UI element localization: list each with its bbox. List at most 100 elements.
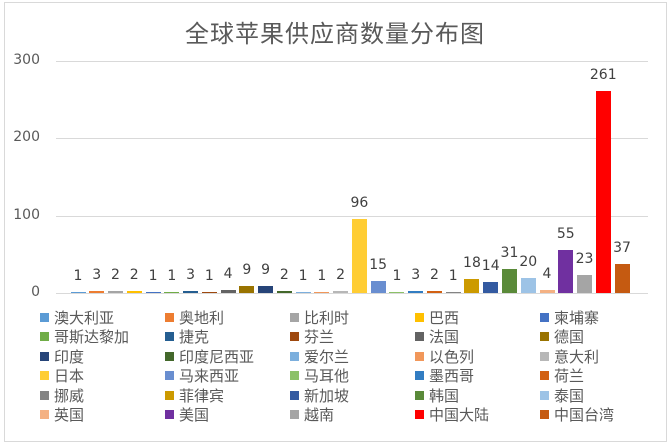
- legend-item: 越南: [290, 406, 334, 424]
- data-label: 1: [204, 267, 214, 284]
- legend-label: 英国: [54, 406, 85, 424]
- legend-swatch-icon: [40, 351, 49, 361]
- bar-印度: [258, 286, 274, 293]
- legend-label: 捷克: [179, 328, 210, 346]
- legend-swatch-icon: [290, 312, 299, 322]
- bar-柬埔寨: [145, 291, 161, 293]
- legend-swatch-icon: [415, 351, 424, 361]
- gridline: [56, 138, 648, 140]
- legend-swatch-icon: [415, 390, 424, 400]
- legend-label: 印度尼西亚: [179, 347, 255, 366]
- legend-swatch-icon: [290, 332, 299, 341]
- bar-越南: [577, 275, 593, 293]
- data-label: 37: [613, 240, 631, 257]
- gridline: [56, 293, 648, 294]
- legend-label: 柬埔寨: [554, 308, 600, 327]
- legend-item: 柬埔寨: [540, 308, 600, 327]
- data-label: 2: [429, 267, 439, 284]
- bar-以色列: [314, 291, 330, 293]
- data-label: 9: [242, 262, 252, 279]
- data-label: 18: [463, 255, 481, 272]
- legend-label: 澳大利亚: [54, 308, 115, 327]
- legend-item: 以色列: [415, 347, 474, 366]
- data-label: 2: [111, 267, 120, 284]
- legend-item: 菲律宾: [165, 386, 225, 405]
- legend-label: 中国大陆: [429, 406, 490, 424]
- legend-swatch-icon: [40, 312, 49, 322]
- chart-title: 全球苹果供应商数量分布图: [185, 20, 485, 48]
- bar-哥斯达黎加: [164, 291, 180, 293]
- legend-item: 中国大陆: [415, 406, 489, 424]
- bar-印度尼西亚: [276, 291, 292, 293]
- data-label: 1: [167, 267, 177, 284]
- bar-马耳他: [389, 291, 405, 293]
- legend-swatch-icon: [40, 332, 49, 341]
- legend-item: 意大利: [540, 347, 600, 366]
- legend-item: 比利时: [290, 308, 349, 327]
- legend-item: 哥斯达黎加: [40, 328, 129, 346]
- legend-item: 巴西: [415, 308, 460, 327]
- legend-item: 荷兰: [540, 367, 584, 385]
- bar-中国大陆: [595, 91, 611, 293]
- legend-label: 韩国: [429, 386, 460, 405]
- legend-swatch-icon: [540, 312, 549, 322]
- bar-意大利: [333, 291, 349, 293]
- legend-item: 英国: [40, 406, 84, 424]
- legend-swatch-icon: [165, 410, 174, 419]
- y-tick-label: 200: [13, 129, 40, 146]
- legend-label: 荷兰: [554, 367, 585, 385]
- gridline: [56, 61, 648, 62]
- legend-swatch-icon: [40, 390, 49, 400]
- legend-swatch-icon: [165, 390, 174, 400]
- data-label: 31: [500, 245, 519, 262]
- legend-label: 芬兰: [304, 328, 335, 346]
- bar-中国台湾: [614, 264, 630, 293]
- data-label: 3: [411, 266, 421, 283]
- legend-item: 马耳他: [290, 367, 349, 385]
- legend-swatch-icon: [290, 371, 299, 380]
- y-tick-label: 100: [13, 206, 40, 223]
- bar-芬兰: [201, 291, 217, 293]
- data-label: 3: [186, 266, 195, 283]
- legend-label: 意大利: [554, 347, 600, 366]
- legend-swatch-icon: [165, 332, 174, 341]
- legend-swatch-icon: [540, 390, 549, 400]
- legend-label: 巴西: [429, 308, 460, 327]
- legend-swatch-icon: [415, 410, 424, 419]
- legend-label: 日本: [54, 367, 85, 385]
- legend-label: 法国: [429, 328, 460, 346]
- legend-label: 德国: [554, 328, 585, 346]
- legend-item: 捷克: [165, 328, 209, 346]
- data-label: 1: [317, 267, 327, 284]
- legend-label: 哥斯达黎加: [54, 328, 130, 346]
- legend-item: 挪威: [40, 386, 85, 405]
- legend-swatch-icon: [540, 410, 549, 419]
- legend-label: 泰国: [554, 386, 585, 405]
- legend-label: 马来西亚: [179, 367, 240, 385]
- legend-label: 爱尔兰: [304, 347, 350, 366]
- legend-label: 墨西哥: [429, 367, 475, 385]
- data-label: 23: [575, 251, 594, 268]
- legend-item: 德国: [540, 328, 584, 346]
- legend-item: 奥地利: [165, 308, 224, 327]
- bar-美国: [558, 250, 574, 293]
- legend-swatch-icon: [165, 312, 174, 322]
- bar-泰国: [520, 277, 536, 293]
- legend-swatch-icon: [540, 371, 549, 380]
- data-label: 20: [519, 253, 538, 270]
- legend-label: 越南: [304, 406, 335, 424]
- legend-item: 新加坡: [290, 386, 349, 405]
- bar-法国: [220, 289, 236, 293]
- legend-label: 菲律宾: [179, 386, 225, 405]
- data-label: 4: [223, 265, 233, 282]
- legend-label: 挪威: [54, 386, 85, 405]
- legend-swatch-icon: [165, 371, 174, 380]
- legend-swatch-icon: [540, 332, 549, 341]
- bar-比利时: [108, 291, 124, 293]
- bar-新加坡: [483, 282, 499, 293]
- data-label: 55: [556, 226, 575, 243]
- legend-swatch-icon: [415, 332, 424, 341]
- legend-item: 法国: [415, 328, 459, 346]
- bar-奥地利: [89, 290, 105, 293]
- bar-英国: [539, 289, 555, 293]
